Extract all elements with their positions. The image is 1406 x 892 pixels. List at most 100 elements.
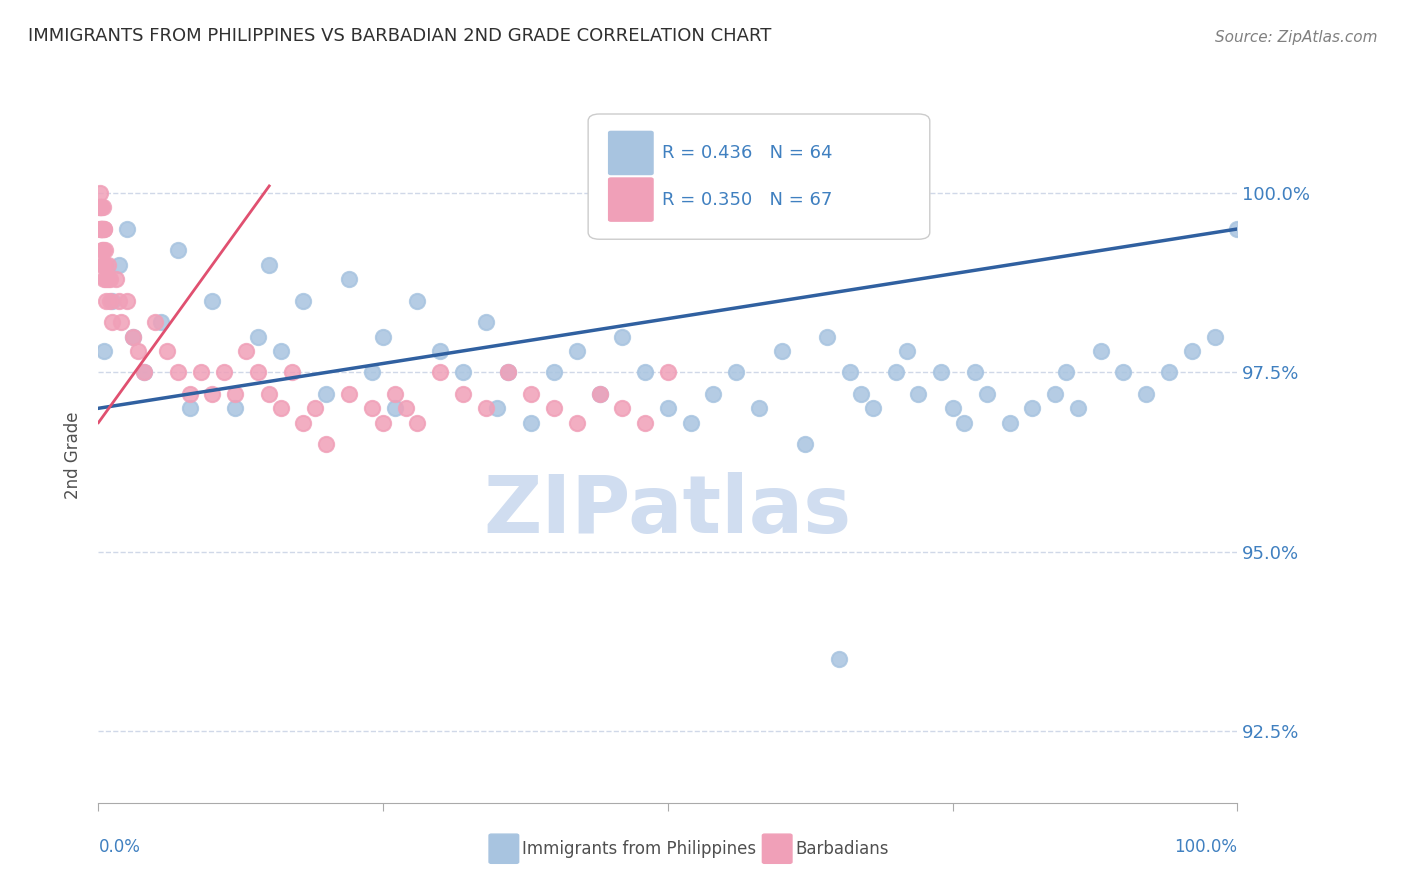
Point [93, 343, 115, 358]
Point [1135, 387, 1157, 401]
FancyBboxPatch shape [762, 834, 792, 863]
Point [498, 366, 520, 380]
Point [167, 366, 190, 380]
Point [429, 366, 451, 380]
Point [96, 272, 118, 286]
Point [612, 401, 634, 416]
Point [96, 272, 118, 286]
Point [612, 329, 634, 343]
Y-axis label: 2nd Grade: 2nd Grade [65, 411, 83, 499]
Point [851, 387, 873, 401]
Point [371, 329, 394, 343]
Point [304, 401, 326, 416]
Point [292, 416, 315, 430]
Point [1067, 401, 1090, 416]
Point [588, 387, 610, 401]
Point [115, 222, 138, 236]
Point [498, 366, 520, 380]
Point [132, 366, 155, 380]
Point [115, 293, 138, 308]
Point [657, 401, 679, 416]
Point [167, 244, 190, 258]
Point [93, 272, 115, 286]
Point [132, 366, 155, 380]
Point [104, 272, 127, 286]
Point [406, 293, 429, 308]
Point [770, 343, 793, 358]
Point [896, 343, 918, 358]
Text: R = 0.436   N = 64: R = 0.436 N = 64 [662, 144, 832, 162]
Point [1112, 366, 1135, 380]
Point [91, 258, 114, 272]
Text: IMMIGRANTS FROM PHILIPPINES VS BARBADIAN 2ND GRADE CORRELATION CHART: IMMIGRANTS FROM PHILIPPINES VS BARBADIAN… [28, 27, 772, 45]
Point [793, 437, 815, 451]
Point [657, 366, 679, 380]
Point [1157, 366, 1180, 380]
Point [179, 401, 201, 416]
Text: Source: ZipAtlas.com: Source: ZipAtlas.com [1215, 29, 1378, 45]
Point [634, 366, 657, 380]
Point [451, 387, 474, 401]
Point [156, 343, 179, 358]
Point [1043, 387, 1066, 401]
Point [101, 293, 124, 308]
Point [1181, 343, 1204, 358]
Point [474, 315, 496, 329]
Point [907, 387, 929, 401]
Point [150, 315, 173, 329]
Point [360, 366, 382, 380]
Point [96, 293, 118, 308]
Point [89, 186, 111, 200]
Point [998, 416, 1021, 430]
Point [748, 401, 770, 416]
Point [90, 222, 112, 236]
Point [884, 366, 907, 380]
Point [246, 366, 269, 380]
Point [360, 401, 382, 416]
Point [94, 244, 117, 258]
Point [90, 201, 112, 215]
Point [565, 343, 588, 358]
Point [679, 416, 702, 430]
Text: R = 0.350   N = 67: R = 0.350 N = 67 [662, 191, 832, 209]
Point [94, 258, 117, 272]
Point [315, 387, 337, 401]
Point [224, 401, 246, 416]
Point [90, 244, 112, 258]
Point [429, 343, 451, 358]
Point [828, 652, 851, 666]
Point [179, 387, 201, 401]
Point [87, 201, 110, 215]
Point [127, 343, 149, 358]
Point [486, 401, 509, 416]
FancyBboxPatch shape [609, 131, 652, 175]
FancyBboxPatch shape [609, 178, 652, 221]
Point [270, 401, 292, 416]
Point [90, 222, 112, 236]
Point [315, 437, 337, 451]
Point [90, 201, 112, 215]
Point [101, 315, 124, 329]
Point [292, 293, 315, 308]
Point [565, 416, 588, 430]
Point [90, 222, 112, 236]
Point [634, 416, 657, 430]
Point [235, 343, 257, 358]
Point [474, 401, 496, 416]
Point [942, 401, 965, 416]
Point [702, 387, 724, 401]
Point [145, 315, 167, 329]
Point [93, 258, 115, 272]
Point [520, 416, 543, 430]
Point [839, 366, 862, 380]
Point [89, 222, 111, 236]
Point [976, 387, 998, 401]
Point [91, 222, 114, 236]
Point [121, 329, 143, 343]
Point [1090, 343, 1112, 358]
Point [281, 366, 304, 380]
Point [96, 258, 118, 272]
Point [93, 222, 115, 236]
Point [201, 293, 224, 308]
Point [91, 244, 114, 258]
